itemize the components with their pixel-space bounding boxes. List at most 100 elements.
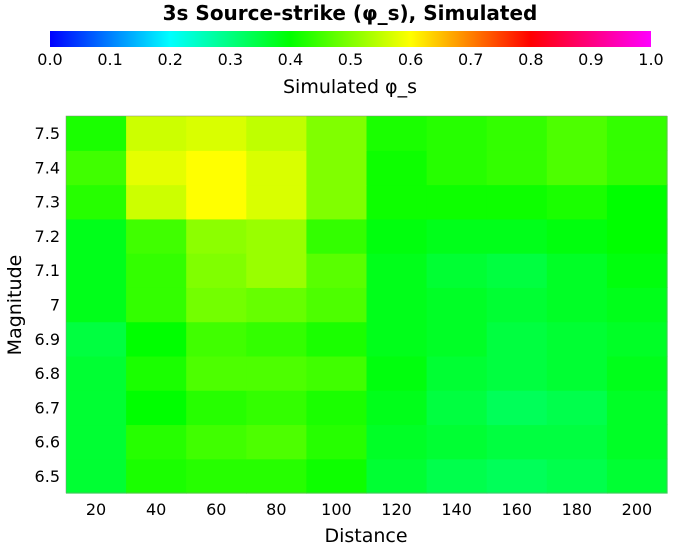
heatmap-cell xyxy=(366,321,428,357)
heatmap-cell xyxy=(606,150,668,186)
heatmap-cell xyxy=(486,150,548,186)
heatmap-cell xyxy=(486,355,548,391)
heatmap-cell xyxy=(126,458,187,494)
heatmap-cell xyxy=(66,218,127,254)
heatmap-cell xyxy=(66,355,127,391)
heatmap-cell xyxy=(426,424,488,460)
heatmap-cell xyxy=(246,458,307,494)
heatmap-cell xyxy=(126,253,187,288)
heatmap-cell xyxy=(546,253,608,288)
heatmap-cell xyxy=(306,321,368,357)
heatmap-cell xyxy=(486,218,548,254)
heatmap-cell xyxy=(246,355,307,391)
heatmap-cell xyxy=(366,184,428,220)
plot-frame xyxy=(65,115,668,494)
heatmap-cell xyxy=(426,390,488,426)
heatmap-cell xyxy=(606,390,668,426)
heatmap-cell xyxy=(426,355,488,391)
heatmap-cell xyxy=(126,287,187,323)
chart-title: 3s Source-strike (φ_s), Simulated xyxy=(163,1,538,25)
heatmap-cell xyxy=(366,458,428,494)
heatmap-cell xyxy=(366,390,428,426)
heatmap-cell xyxy=(66,424,127,460)
heatmap-cell xyxy=(606,287,668,323)
heatmap-cell xyxy=(306,287,368,323)
x-tick-label: 200 xyxy=(622,500,653,519)
heatmap-cell xyxy=(426,287,488,323)
heatmap-cell xyxy=(66,150,127,186)
heatmap-cell xyxy=(186,253,247,288)
heatmap-cells xyxy=(66,116,668,494)
heatmap-cell xyxy=(66,458,127,494)
heatmap-cell xyxy=(126,150,187,186)
heatmap-cell xyxy=(426,116,488,151)
heatmap-cell xyxy=(546,116,608,151)
colorbar-tick-label: 0.5 xyxy=(338,50,363,69)
heatmap-cell xyxy=(126,390,187,426)
heatmap-cell xyxy=(546,390,608,426)
colorbar-tick-label: 0.4 xyxy=(278,50,303,69)
y-tick-label: 6.8 xyxy=(35,364,60,383)
heatmap-cell xyxy=(546,184,608,220)
heatmap-cell xyxy=(306,116,368,151)
heatmap-cell xyxy=(606,218,668,254)
x-axis-label: Distance xyxy=(324,525,407,547)
x-tick-label: 40 xyxy=(146,500,166,519)
heatmap-cell xyxy=(186,424,247,460)
heatmap-cell xyxy=(306,218,368,254)
heatmap-cell xyxy=(486,321,548,357)
heatmap-cell xyxy=(546,218,608,254)
colorbar-tick-label: 0.7 xyxy=(458,50,483,69)
heatmap-cell xyxy=(606,116,668,151)
heatmap-cell xyxy=(306,424,368,460)
colorbar-tick-label: 0.1 xyxy=(97,50,122,69)
heatmap-cell xyxy=(486,458,548,494)
heatmap-cell xyxy=(66,184,127,220)
heatmap-cell xyxy=(306,458,368,494)
heatmap-cell xyxy=(186,355,247,391)
heatmap-cell xyxy=(66,390,127,426)
y-tick-label: 7.2 xyxy=(35,227,60,246)
heatmap-cell xyxy=(306,390,368,426)
heatmap-cell xyxy=(546,355,608,391)
x-tick-label: 100 xyxy=(321,500,352,519)
heatmap-cell xyxy=(426,253,488,288)
y-tick-label: 6.5 xyxy=(35,467,60,486)
heatmap-cell xyxy=(186,458,247,494)
heatmap-cell xyxy=(486,424,548,460)
y-axis-ticks: 6.5 6.6 6.7 6.8 6.9 7 7.1 7.2 7.3 7.4 7.5 xyxy=(35,124,60,486)
heatmap-cell xyxy=(126,321,187,357)
heatmap-cell xyxy=(366,253,428,288)
heatmap-cell xyxy=(246,287,307,323)
heatmap-cell xyxy=(246,218,307,254)
heatmap-cell xyxy=(366,116,428,151)
heatmap-cell xyxy=(486,253,548,288)
heatmap-cell xyxy=(306,150,368,186)
colorbar-tick-label: 0.0 xyxy=(37,50,62,69)
heatmap-cell xyxy=(246,116,307,151)
heatmap-cell xyxy=(66,321,127,357)
heatmap-cell xyxy=(246,253,307,288)
y-axis-label: Magnitude xyxy=(4,255,26,356)
x-tick-label: 60 xyxy=(206,500,226,519)
heatmap-cell xyxy=(426,321,488,357)
heatmap-cell xyxy=(186,321,247,357)
heatmap-cell xyxy=(546,424,608,460)
heatmap-cell xyxy=(306,355,368,391)
x-tick-label: 180 xyxy=(562,500,593,519)
heatmap-cell xyxy=(186,184,247,220)
heatmap-cell xyxy=(606,355,668,391)
y-tick-label: 7.5 xyxy=(35,124,60,143)
y-tick-label: 6.7 xyxy=(35,398,60,417)
heatmap-cell xyxy=(606,424,668,460)
heatmap-cell xyxy=(186,116,247,151)
heatmap-cell xyxy=(246,321,307,357)
heatmap-cell xyxy=(186,287,247,323)
x-tick-label: 20 xyxy=(86,500,106,519)
heatmap-cell xyxy=(306,184,368,220)
heatmap-cell xyxy=(486,287,548,323)
heatmap-cell xyxy=(186,390,247,426)
x-tick-label: 120 xyxy=(381,500,412,519)
x-tick-label: 140 xyxy=(441,500,472,519)
heatmap-cell xyxy=(66,253,127,288)
